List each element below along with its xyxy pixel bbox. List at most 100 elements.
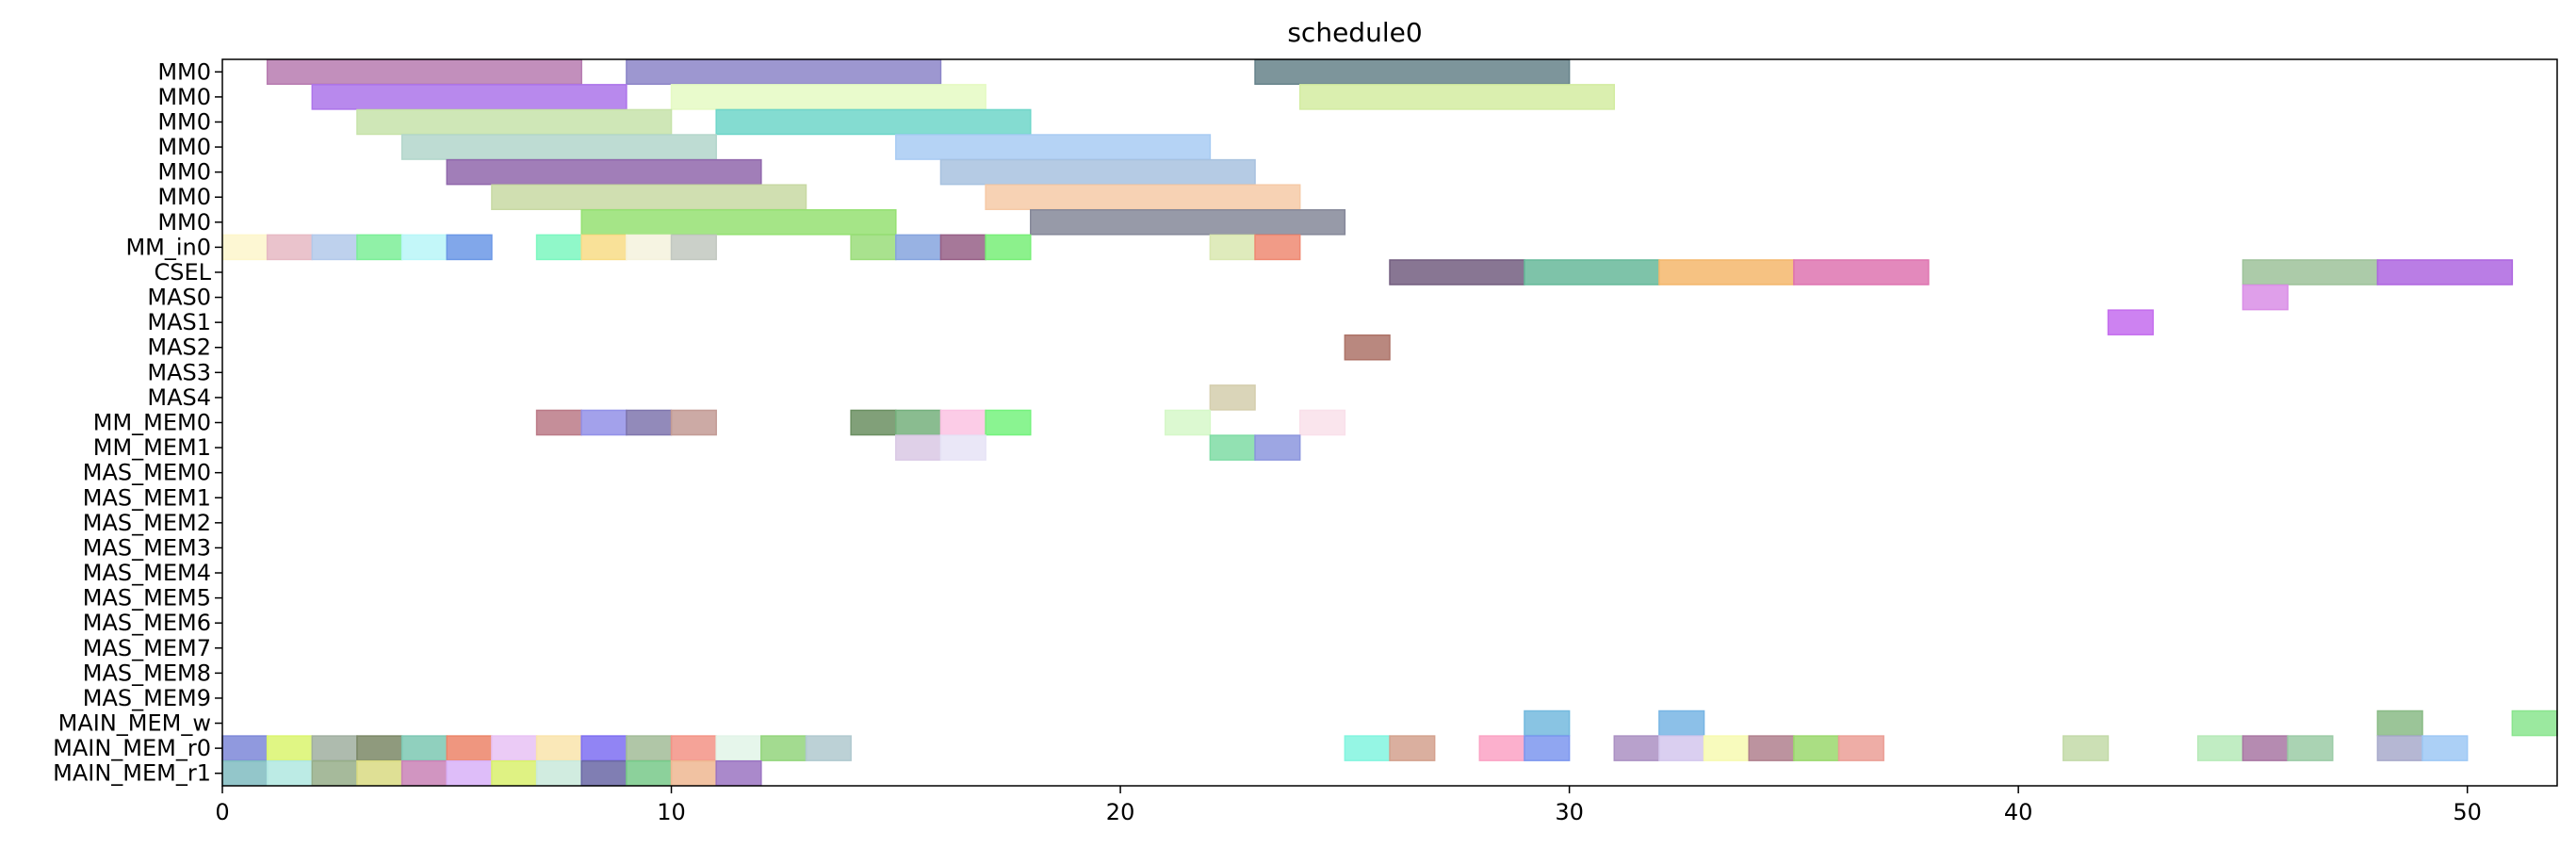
task-bar	[1298, 84, 1616, 110]
task-bar	[985, 184, 1301, 210]
task-bar	[2197, 735, 2244, 761]
y-tick-label: MAS_MEM1	[83, 484, 211, 511]
task-bar	[580, 735, 628, 761]
task-bar	[2242, 735, 2289, 761]
task-bar	[311, 735, 358, 761]
task-bar	[266, 234, 314, 261]
task-bar	[266, 58, 582, 86]
task-bar	[2062, 735, 2110, 761]
task-bar	[221, 735, 269, 761]
task-bar	[1030, 209, 1346, 236]
task-bar	[400, 735, 448, 761]
task-bar	[1613, 735, 1660, 761]
task-bar	[491, 184, 807, 210]
task-bar	[446, 158, 762, 186]
task-bar	[400, 134, 717, 160]
x-axis: 0 10 20 30 40 50	[215, 786, 2482, 825]
task-bar	[1254, 58, 1571, 86]
task-bar	[895, 409, 942, 436]
task-bar	[670, 409, 717, 436]
task-bar	[626, 234, 673, 261]
task-bar	[2287, 735, 2334, 761]
y-tick-label: MM0	[157, 209, 211, 236]
task-bar	[626, 759, 673, 787]
task-bar	[1658, 735, 1705, 761]
task-bar	[895, 434, 942, 461]
task-bar	[1209, 384, 1256, 411]
task-bar	[1164, 409, 1212, 436]
y-tick-label: MAS4	[147, 384, 211, 411]
task-bar	[1389, 259, 1525, 285]
y-tick-label: MAS_MEM8	[83, 660, 211, 686]
task-bar	[535, 735, 582, 761]
y-tick-label: MAS0	[147, 285, 211, 311]
x-tick-label: 30	[1555, 799, 1584, 825]
y-tick-label: MAS_MEM0	[83, 460, 211, 486]
task-bar	[356, 108, 673, 136]
task-bar	[805, 735, 852, 761]
y-tick-label: MAS_MEM3	[83, 534, 211, 561]
task-bar	[311, 759, 358, 787]
task-bar	[895, 134, 1212, 160]
task-bar	[1298, 409, 1346, 436]
task-bar	[715, 108, 1032, 136]
task-bar	[1658, 259, 1795, 285]
y-tick-label: MM0	[157, 159, 211, 186]
y-axis-labels: MM0MM0MM0MM0MM0MM0MM0MM_in0CSELMAS0MAS1M…	[53, 58, 222, 787]
task-bar	[670, 84, 986, 110]
task-bar	[1209, 234, 1256, 261]
task-bar	[535, 234, 582, 261]
task-bar	[446, 234, 493, 261]
y-tick-label: CSEL	[154, 259, 211, 285]
task-bar	[939, 434, 986, 461]
task-bar	[2376, 259, 2514, 285]
task-bar	[266, 759, 314, 787]
y-tick-label: MAS_MEM5	[83, 585, 211, 612]
task-bar	[580, 759, 628, 787]
task-bar	[311, 84, 628, 110]
task-bar	[221, 759, 269, 787]
task-bar	[2511, 709, 2558, 737]
x-tick-label: 20	[1106, 799, 1135, 825]
task-bar	[939, 234, 986, 261]
x-tick-label: 40	[2004, 799, 2033, 825]
task-bar	[266, 735, 314, 761]
task-bar	[850, 409, 897, 436]
task-bar	[580, 234, 628, 261]
task-bar	[2242, 284, 2289, 311]
task-bar	[400, 234, 448, 261]
task-bar	[491, 735, 538, 761]
task-bar	[1748, 735, 1795, 761]
task-bar	[715, 759, 762, 787]
bars-layer	[221, 58, 2558, 787]
task-bar	[1344, 735, 1391, 761]
task-bar	[1524, 735, 1571, 761]
task-bar	[311, 234, 358, 261]
y-tick-label: MAS_MEM9	[83, 685, 211, 711]
task-bar	[760, 735, 807, 761]
task-bar	[1793, 735, 1840, 761]
y-tick-label: MM_MEM0	[93, 410, 211, 436]
y-tick-label: MAS_MEM7	[83, 635, 211, 661]
task-bar	[535, 759, 582, 787]
y-tick-label: MAIN_MEM_r1	[53, 760, 211, 787]
task-bar	[1837, 735, 1884, 761]
task-bar	[1524, 709, 1571, 737]
task-bar	[985, 409, 1032, 436]
y-tick-label: MM0	[157, 58, 211, 85]
task-bar	[1254, 234, 1301, 261]
task-bar	[1658, 709, 1705, 737]
task-bar	[356, 234, 403, 261]
y-tick-label: MAIN_MEM_r0	[53, 735, 211, 761]
y-tick-label: MAIN_MEM_w	[58, 710, 211, 737]
task-bar	[1524, 259, 1660, 285]
x-tick-label: 0	[215, 799, 229, 825]
task-bar	[670, 759, 717, 787]
task-bar	[670, 234, 717, 261]
task-bar	[939, 158, 1256, 186]
task-bar	[626, 735, 673, 761]
task-bar	[2421, 735, 2469, 761]
task-bar	[580, 409, 628, 436]
task-bar	[356, 735, 403, 761]
